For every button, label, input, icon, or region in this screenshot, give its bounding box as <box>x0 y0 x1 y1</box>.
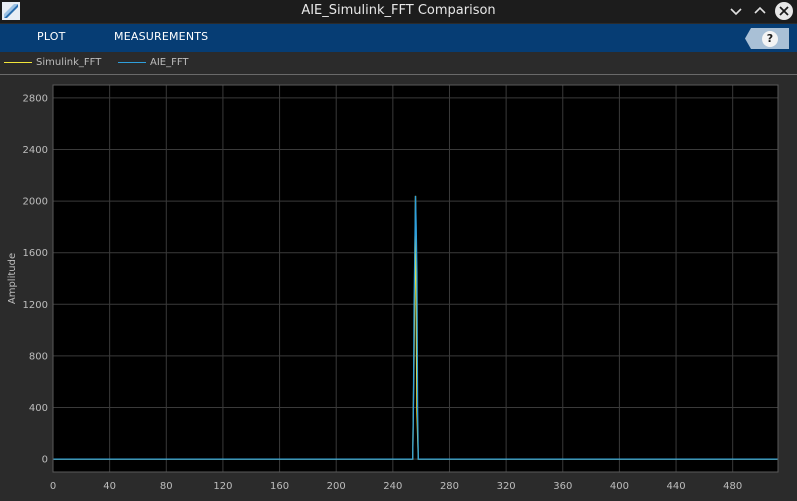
series-aie-fft <box>53 195 778 460</box>
y-tick-label: 2000 <box>23 197 48 208</box>
legend-swatch <box>4 61 32 63</box>
legend-label: Simulink_FFT <box>36 57 102 68</box>
grid <box>52 85 778 472</box>
y-tick-label: 800 <box>29 351 48 362</box>
y-tick-label: 400 <box>29 403 48 414</box>
x-tick-label: 280 <box>440 481 459 492</box>
window-title: AIE_Simulink_FFT Comparison <box>301 3 496 18</box>
tab-measurements[interactable]: MEASUREMENTS <box>114 30 209 43</box>
help-button[interactable]: ? <box>762 31 778 47</box>
x-tick-label: 200 <box>327 481 346 492</box>
legend-item-simulink-fft[interactable]: Simulink_FFT <box>4 52 101 74</box>
x-tick-label: 360 <box>553 481 572 492</box>
legend: Simulink_FFT AIE_FFT <box>0 52 797 75</box>
y-tick-label: 0 <box>42 455 48 466</box>
tick-labels: 0 40 80 120 160 200 240 280 320 360 400 440 480 0 400 8… <box>23 93 743 492</box>
legend-label: AIE_FFT <box>150 57 189 68</box>
y-tick-label: 1600 <box>23 248 48 259</box>
x-tick-label: 240 <box>383 481 402 492</box>
y-axis-label: Amplitude <box>7 253 18 304</box>
x-tick-label: 440 <box>667 481 686 492</box>
x-tick-label: 160 <box>270 481 289 492</box>
axes-frame <box>52 84 779 473</box>
close-button[interactable] <box>775 2 793 20</box>
x-tick-label: 480 <box>723 481 742 492</box>
series-lines <box>53 195 778 460</box>
x-tick-label: 320 <box>497 481 516 492</box>
legend-swatch <box>118 61 146 63</box>
x-tick-label: 0 <box>50 481 56 492</box>
y-tick-label: 2800 <box>23 93 48 104</box>
maximize-icon[interactable] <box>751 2 769 20</box>
window-title-bar: AIE_Simulink_FFT Comparison <box>0 0 797 23</box>
minimize-icon[interactable] <box>727 2 745 20</box>
x-tick-label: 400 <box>610 481 629 492</box>
toolstrip: PLOT MEASUREMENTS ? <box>0 24 797 52</box>
x-tick-label: 40 <box>103 481 116 492</box>
x-tick-label: 120 <box>213 481 232 492</box>
close-icon <box>779 6 789 16</box>
y-tick-label: 2400 <box>23 145 48 156</box>
x-tick-label: 80 <box>160 481 173 492</box>
app-logo-icon <box>2 2 20 20</box>
tab-plot[interactable]: PLOT <box>37 30 66 43</box>
legend-item-aie-fft[interactable]: AIE_FFT <box>118 52 189 74</box>
y-tick-label: 1200 <box>23 300 48 311</box>
